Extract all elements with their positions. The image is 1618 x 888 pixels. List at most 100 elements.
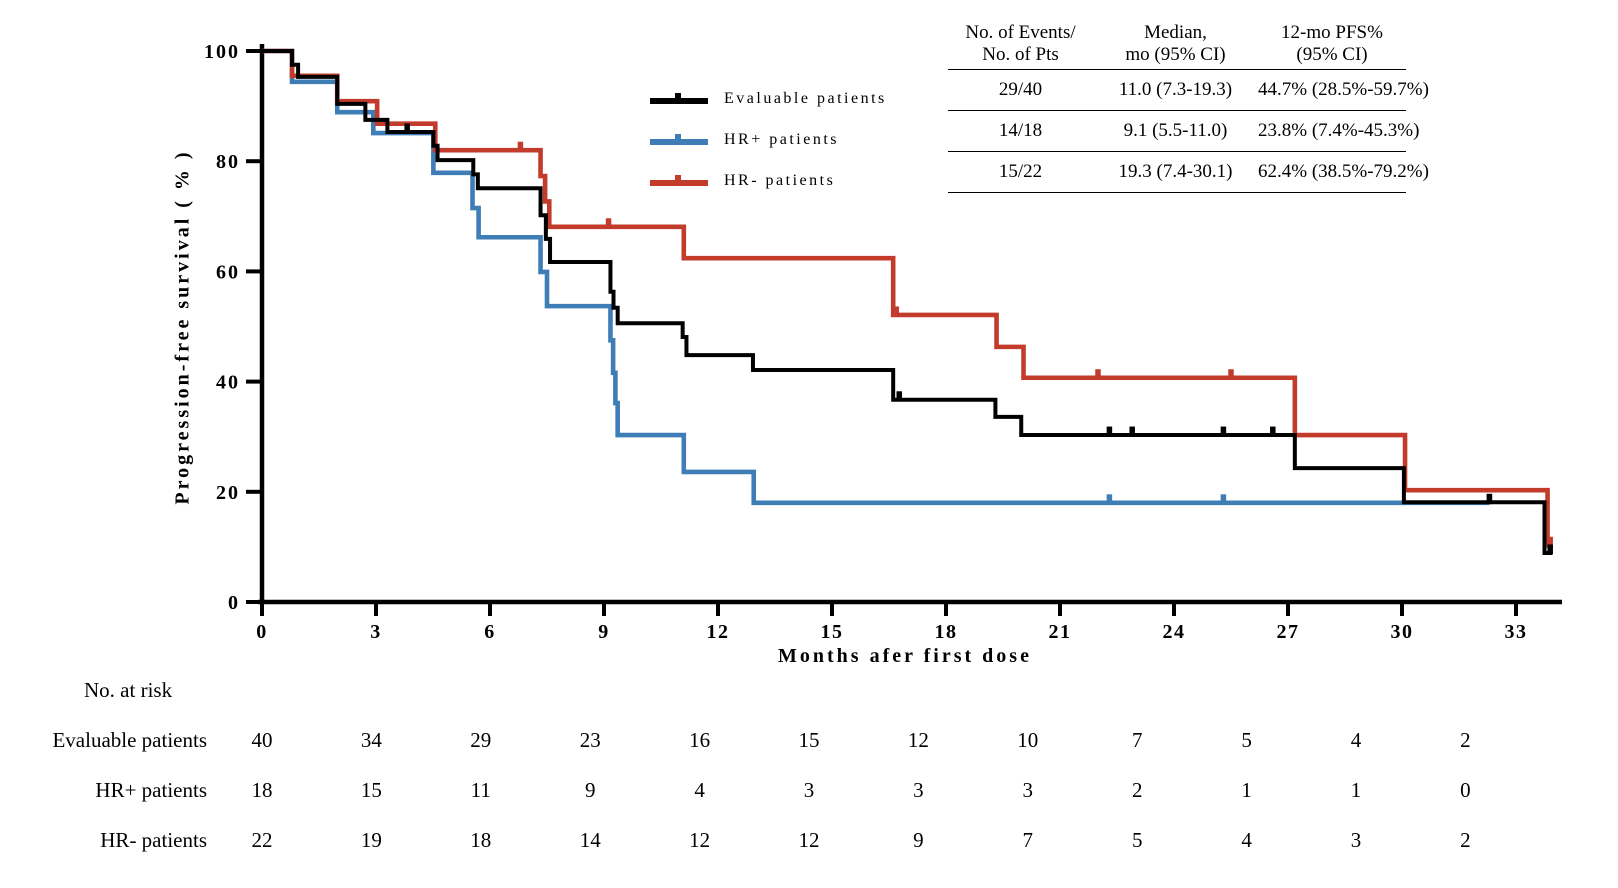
legend: Evaluable patients HR+ patients HR- pati… — [648, 78, 887, 201]
censor-tick-hr-patients — [1220, 494, 1227, 505]
y-tick-label: 0 — [228, 592, 240, 614]
censor-tick-hr-patients — [1106, 494, 1113, 505]
at-risk-count: 5 — [1241, 728, 1252, 752]
censor-tick-evaluable-patients — [1220, 426, 1227, 437]
legend-label-hr-plus: HR+ patients — [724, 130, 840, 148]
at-risk-row-evaluable: Evaluable patients 40 34 29 23 16 15 12 10 7 5 4 2 — [0, 728, 1618, 756]
evaluable-line-icon — [650, 92, 708, 104]
at-risk-count: 3 — [1350, 828, 1362, 852]
x-tick-label: 27 — [1277, 621, 1300, 643]
stats-col-events: No. of Events/ No. of Pts — [965, 22, 1076, 65]
y-axis-title: Progression-free survival ( % ) — [171, 149, 194, 505]
at-risk-count: 18 — [470, 828, 492, 852]
y-tick-label: 40 — [216, 372, 240, 394]
y-tick-label: 100 — [204, 41, 240, 63]
at-risk-count: 2 — [1460, 828, 1471, 852]
at-risk-label-evaluable: Evaluable patients — [52, 728, 207, 752]
at-risk-count: 40 — [251, 728, 273, 752]
censor-tick-evaluable-patients — [1547, 544, 1553, 555]
stats-table: No. of Events/ No. of Pts Median, mo (95… — [948, 22, 1429, 193]
x-tick-label: 18 — [935, 621, 958, 643]
y-tick-label: 80 — [216, 151, 240, 173]
at-risk-count: 23 — [579, 728, 601, 752]
at-risk-count: 14 — [579, 828, 601, 852]
x-tick-label: 24 — [1163, 621, 1186, 643]
y-tick-label: 60 — [216, 261, 240, 283]
at-risk-title: No. at risk — [84, 678, 173, 702]
at-risk-count: 19 — [360, 828, 382, 852]
censor-tick-hr-patients — [893, 306, 899, 317]
censor-tick-evaluable-patients — [404, 123, 410, 134]
censor-tick-hr-patients — [1547, 536, 1553, 547]
censor-tick-evaluable-patients — [1486, 493, 1493, 504]
at-risk-count: 3 — [803, 778, 815, 802]
at-risk-count: 9 — [913, 828, 924, 852]
x-axis-title: Months afer first dose — [778, 645, 1032, 667]
hr-plus-events: 14/18 — [998, 120, 1043, 141]
at-risk-count: 0 — [1460, 778, 1471, 802]
hr-plus-median: 9.1 (5.5-11.0) — [1123, 120, 1228, 141]
at-risk-label-hr-minus: HR- patients — [100, 828, 207, 852]
stats-col-median: Median, mo (95% CI) — [1125, 22, 1226, 65]
hr-minus-median: 19.3 (7.4-30.1) — [1118, 161, 1233, 182]
legend-item-hr-minus: HR- patients — [648, 160, 887, 201]
x-tick-label: 9 — [598, 621, 610, 643]
legend-item-evaluable: Evaluable patients — [648, 78, 887, 119]
stats-col-pfs: 12-mo PFS% (95% CI) — [1281, 22, 1383, 65]
legend-label-hr-minus: HR- patients — [724, 171, 836, 189]
x-tick-label: 6 — [484, 621, 496, 643]
censor-tick-evaluable-patients — [1106, 426, 1113, 437]
at-risk-count: 12 — [907, 728, 929, 752]
at-risk-count: 12 — [798, 828, 820, 852]
curve-evaluable-patients — [262, 49, 1553, 555]
hr-minus-line-icon — [650, 174, 708, 186]
censor-tick-evaluable-patients — [896, 391, 903, 402]
x-tick-label: 3 — [370, 621, 382, 643]
x-tick-label: 30 — [1391, 621, 1414, 643]
x-tick-label: 0 — [256, 621, 268, 643]
at-risk-count: 2 — [1131, 778, 1143, 802]
stats-table-header: No. of Events/ No. of Pts Median, mo (95… — [948, 22, 1406, 69]
at-risk-count: 4 — [694, 778, 705, 802]
at-risk-row-hr-plus: HR+ patients 18 15 11 9 4 3 3 3 2 1 1 0 — [0, 778, 1618, 806]
at-risk-count: 34 — [360, 728, 382, 752]
curve-hr-patients — [262, 48, 1553, 548]
at-risk-count: 10 — [1017, 728, 1039, 752]
censor-tick-evaluable-patients — [1129, 426, 1135, 437]
at-risk-count: 1 — [1241, 778, 1252, 802]
at-risk-count: 18 — [251, 778, 273, 802]
x-tick-label: 33 — [1505, 621, 1528, 643]
at-risk-count: 16 — [689, 728, 711, 752]
censor-tick-hr-patients — [517, 141, 524, 152]
hr-plus-pfs: 23.8% (7.4%-45.3%) — [1258, 120, 1420, 141]
at-risk-count: 4 — [1241, 828, 1252, 852]
at-risk-count: 22 — [251, 828, 273, 852]
at-risk-count: 2 — [1460, 728, 1471, 752]
censor-tick-evaluable-patients — [1270, 426, 1276, 437]
at-risk-count: 1 — [1350, 778, 1362, 802]
stats-row-evaluable: 29/40 11.0 (7.3-19.3) 44.7% (28.5%-59.7%… — [948, 69, 1429, 110]
at-risk-count: 7 — [1022, 828, 1034, 852]
censor-tick-hr-patients — [605, 218, 612, 229]
hr-minus-events: 15/22 — [998, 161, 1043, 182]
censor-tick-hr-patients — [1228, 369, 1234, 380]
at-risk-count: 11 — [470, 778, 491, 802]
x-tick-label: 15 — [821, 621, 844, 643]
at-risk-count: 7 — [1131, 728, 1143, 752]
at-risk-count: 12 — [689, 828, 711, 852]
at-risk-count: 15 — [798, 728, 820, 752]
y-tick-label: 20 — [216, 482, 240, 504]
x-tick-label: 21 — [1049, 621, 1072, 643]
censor-tick-hr-patients — [1095, 369, 1101, 380]
at-risk-row-hr-minus: HR- patients 22 19 18 14 12 12 9 7 5 4 3 2 — [0, 828, 1618, 856]
legend-label-evaluable: Evaluable patients — [724, 89, 887, 107]
at-risk-count: 15 — [360, 778, 382, 802]
stats-row-hr-minus: 15/22 19.3 (7.4-30.1) 62.4% (38.5%-79.2%… — [948, 151, 1429, 192]
evaluable-pfs: 44.7% (28.5%-59.7%) — [1258, 79, 1429, 100]
at-risk-count: 3 — [1022, 778, 1034, 802]
at-risk-count: 3 — [913, 778, 924, 802]
stats-row-hr-plus: 14/18 9.1 (5.5-11.0) 23.8% (7.4%-45.3%) — [948, 110, 1420, 151]
evaluable-median: 11.0 (7.3-19.3) — [1118, 79, 1233, 100]
hr-plus-line-icon — [650, 133, 708, 145]
